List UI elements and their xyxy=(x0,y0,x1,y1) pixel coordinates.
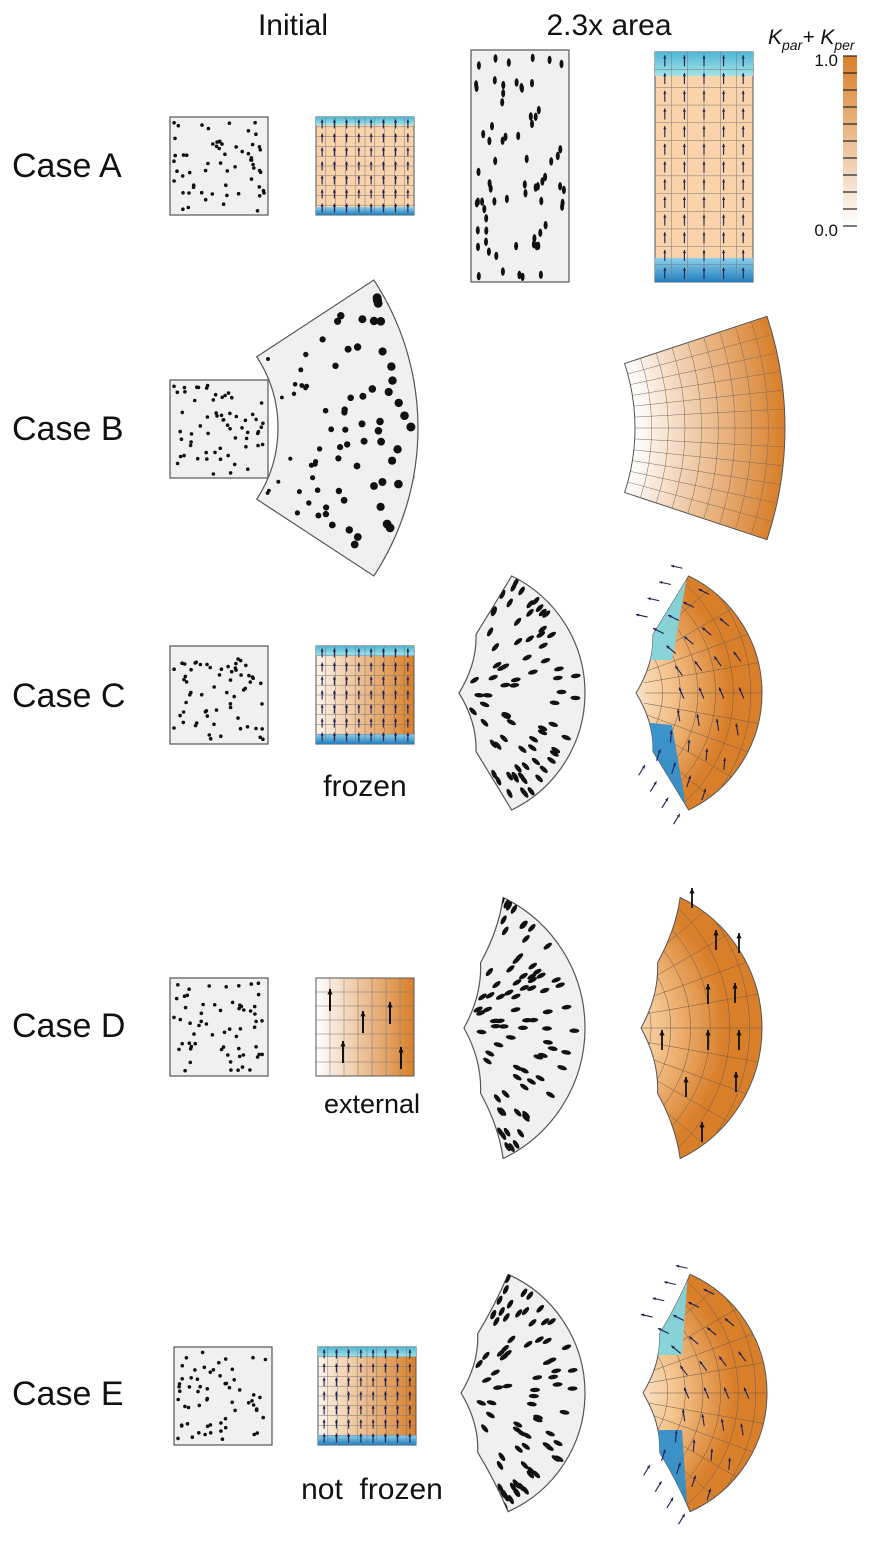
particle-ellipses xyxy=(469,575,581,811)
colorbar-min-label: 0.0 xyxy=(814,221,838,240)
external-field-arrows xyxy=(659,888,742,1142)
case-b-label: Case B xyxy=(12,410,124,448)
director-arrows xyxy=(663,55,745,279)
mesh-grid xyxy=(318,1347,416,1445)
colorbar: Kpar+ Kper 1.0 0.0 xyxy=(768,26,857,240)
case-d-note: external xyxy=(324,1089,420,1119)
case-e-initial-particles xyxy=(173,1346,273,1446)
case-c-initial-particles xyxy=(169,645,269,745)
case-d-row xyxy=(169,888,763,1160)
case-e-initial-field xyxy=(317,1346,417,1446)
colorbar-max-label: 1.0 xyxy=(814,51,838,70)
header-final: 2.3x area xyxy=(546,9,671,42)
case-a-label: Case A xyxy=(12,147,122,185)
mesh-grid xyxy=(627,321,785,535)
case-c-initial-field xyxy=(315,645,415,745)
case-d-final-field xyxy=(640,888,763,1160)
case-a-initial-particles xyxy=(169,116,269,216)
case-d-initial-field xyxy=(315,977,415,1077)
particle-dots xyxy=(265,293,416,549)
case-e-note: not frozen xyxy=(301,1473,443,1506)
mesh-grid xyxy=(316,978,414,1076)
case-e-final-particles xyxy=(460,1273,586,1513)
case-b-initial-particles xyxy=(169,379,269,479)
particle-ellipses xyxy=(473,897,580,1159)
case-a-initial-field xyxy=(315,116,415,216)
case-c-label: Case C xyxy=(12,677,125,715)
case-e-final-field xyxy=(640,1264,768,1525)
particle-dots xyxy=(172,120,266,213)
case-a-final-particles xyxy=(470,49,570,283)
colorbar-title: Kpar+ Kper xyxy=(768,26,856,53)
case-e-label: Case E xyxy=(12,1375,124,1413)
case-c-note: frozen xyxy=(323,770,406,803)
case-d-initial-particles xyxy=(169,977,269,1077)
case-b-final-particles xyxy=(255,279,419,577)
header-initial: Initial xyxy=(258,9,328,42)
case-d-final-particles xyxy=(463,896,586,1160)
particle-ellipses xyxy=(474,53,566,282)
director-arrows xyxy=(320,119,410,213)
case-a-final-field xyxy=(654,51,754,283)
case-d-label: Case D xyxy=(12,1007,125,1045)
director-arrows xyxy=(322,1349,412,1443)
case-c-final-field xyxy=(635,564,763,825)
case-a-row xyxy=(169,49,754,283)
particle-dots xyxy=(172,383,265,476)
mesh-grid xyxy=(316,117,414,215)
particle-dots xyxy=(176,1350,268,1441)
case-e-row xyxy=(173,1264,768,1525)
case-b-row xyxy=(169,279,786,577)
case-c-row xyxy=(169,564,763,825)
case-b-final-field xyxy=(623,315,786,541)
particle-dots xyxy=(172,981,265,1073)
director-arrows xyxy=(320,648,410,742)
case-c-final-particles xyxy=(458,575,586,811)
mesh-grid xyxy=(316,646,414,744)
particle-dots xyxy=(172,657,265,741)
external-field-arrows xyxy=(327,989,404,1069)
colorbar-ticks xyxy=(843,55,857,227)
